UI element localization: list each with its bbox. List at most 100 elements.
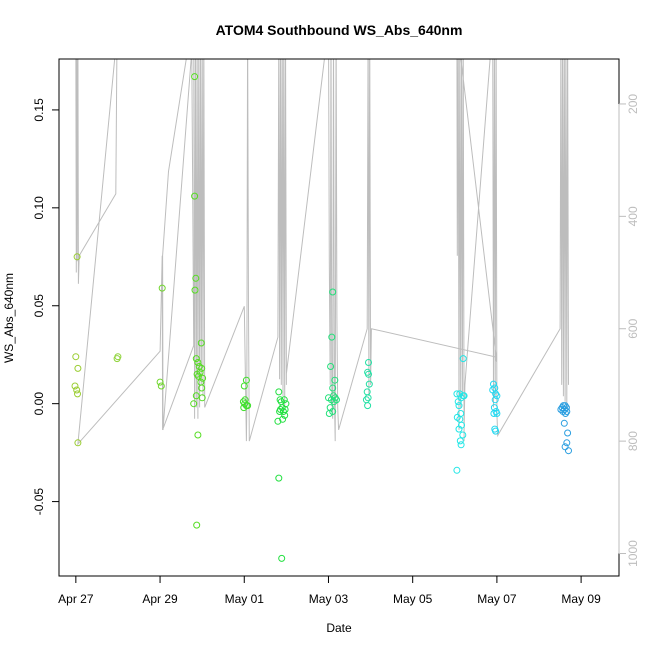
x-axis: Apr 27 Apr 29 May 01 May 03 May 05 May 07 May …	[58, 575, 601, 606]
data-point	[329, 384, 337, 392]
data-point	[157, 382, 165, 390]
data-point	[493, 392, 501, 400]
right-tick-label: 1000	[626, 540, 640, 567]
altitude-track-line	[75, 59, 569, 446]
data-point	[244, 402, 252, 410]
chart-title: ATOM4 Southbound WS_Abs_640nm	[216, 22, 463, 38]
data-point	[158, 284, 166, 292]
data-point	[455, 402, 463, 410]
x-tick-label: Apr 27	[58, 592, 94, 606]
data-point	[192, 355, 200, 363]
right-tick-label: 200	[626, 94, 640, 114]
data-point	[561, 443, 569, 451]
data-point	[279, 415, 287, 423]
data-point	[557, 406, 565, 413]
data-point	[455, 425, 463, 433]
data-point	[365, 359, 372, 366]
right-tick-label: 400	[626, 206, 640, 226]
y-tick-label: 0.05	[32, 294, 46, 318]
data-point	[73, 253, 81, 261]
data-point	[565, 447, 572, 455]
right-tick-label: 600	[626, 318, 640, 338]
data-point	[198, 384, 206, 392]
data-point	[71, 382, 79, 390]
data-point	[457, 441, 465, 449]
data-point	[564, 429, 572, 437]
data-point	[325, 410, 333, 417]
data-point	[274, 417, 282, 425]
data-point	[492, 427, 500, 435]
data-point	[456, 390, 464, 398]
data-point	[192, 274, 200, 282]
data-point	[329, 288, 337, 296]
data-point	[365, 370, 372, 378]
y-axis-label: WS_Abs_640nm	[2, 273, 16, 363]
data-point	[562, 410, 569, 417]
data-point	[191, 73, 199, 81]
data-point	[493, 410, 501, 417]
data-point	[453, 390, 461, 398]
x-axis-label: Date	[326, 621, 352, 635]
data-point	[74, 364, 82, 372]
data-point	[74, 439, 82, 447]
data-point	[454, 398, 462, 406]
x-tick-label: Apr 29	[142, 592, 178, 606]
data-point	[191, 286, 199, 294]
data-point	[453, 466, 461, 474]
data-point	[193, 521, 201, 529]
data-point	[194, 372, 202, 380]
data-point	[327, 363, 335, 370]
data-point	[331, 394, 339, 402]
x-tick-label: May 07	[477, 592, 517, 606]
right-axis: 200 400 600 800 1000	[618, 94, 640, 567]
data-point	[192, 392, 200, 400]
data-point	[330, 398, 338, 406]
data-point	[198, 364, 206, 372]
altitude-track-layer	[75, 59, 569, 446]
data-point	[194, 431, 202, 439]
data-point	[240, 382, 248, 390]
data-point	[194, 359, 202, 366]
data-point	[73, 386, 81, 394]
data-point	[197, 339, 205, 347]
data-point	[240, 404, 248, 412]
data-point	[198, 394, 206, 402]
right-tick-label: 800	[626, 431, 640, 451]
data-point	[365, 380, 373, 388]
data-points-layer	[71, 73, 572, 562]
y-tick-label: 0.10	[32, 196, 46, 220]
data-point	[560, 419, 568, 427]
data-point	[328, 333, 336, 341]
data-point	[275, 388, 283, 396]
data-point	[558, 404, 566, 412]
data-point	[459, 355, 467, 363]
data-point	[276, 408, 284, 415]
data-point	[329, 408, 337, 415]
data-point	[490, 410, 498, 417]
data-point	[491, 396, 499, 404]
data-point	[563, 439, 571, 447]
data-point	[275, 474, 283, 482]
data-point	[199, 374, 207, 382]
y-tick-label: 0.15	[32, 98, 46, 122]
data-point	[278, 554, 286, 562]
data-point	[281, 411, 289, 419]
data-point	[156, 378, 164, 386]
data-point	[190, 400, 198, 408]
data-point	[114, 353, 122, 361]
x-tick-label: May 09	[561, 592, 601, 606]
data-point	[74, 390, 81, 398]
x-tick-label: May 01	[225, 592, 265, 606]
data-point	[279, 408, 287, 415]
x-tick-label: May 03	[309, 592, 349, 606]
data-point	[364, 402, 372, 410]
data-point	[459, 431, 467, 439]
data-point	[193, 370, 201, 378]
x-tick-label: May 05	[393, 592, 433, 606]
data-point	[563, 408, 571, 415]
data-point	[72, 353, 80, 361]
y-axis: -0.05 0.00 0.05 0.10 0.15	[32, 98, 60, 516]
data-point	[331, 376, 339, 384]
y-tick-label: -0.05	[32, 488, 46, 516]
